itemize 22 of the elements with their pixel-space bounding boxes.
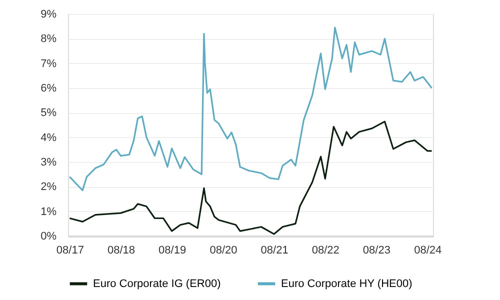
x-tick-label: 08/21 [260,244,288,256]
x-tick-label: 08/20 [210,244,238,256]
line-series [68,26,433,192]
x-tick-label: 08/18 [107,244,136,256]
x-tick-label: 08/17 [56,244,84,256]
legend-label: Euro Corporate HY (HE00) [281,278,412,290]
y-tick-label: 8% [40,33,57,46]
y-tick-label: 5% [40,107,57,120]
x-tick-label: 08/24 [414,244,442,256]
y-tick-label: 2% [40,181,57,194]
y-tick-label: 7% [40,58,57,70]
x-tick-label: 08/19 [158,244,186,256]
y-tick-label: 0% [40,230,57,242]
y-tick-label: 6% [40,82,57,94]
x-tick-label: 08/22 [312,244,340,256]
y-tick-label: 9% [40,8,57,20]
y-tick-label: 4% [40,132,57,144]
x-tick-label: 08/23 [362,244,390,256]
y-tick-label: 3% [40,156,57,168]
line-series [68,120,433,235]
y-tick-label: 1% [40,206,57,218]
legend-label: Euro Corporate IG (ER00) [93,278,221,290]
